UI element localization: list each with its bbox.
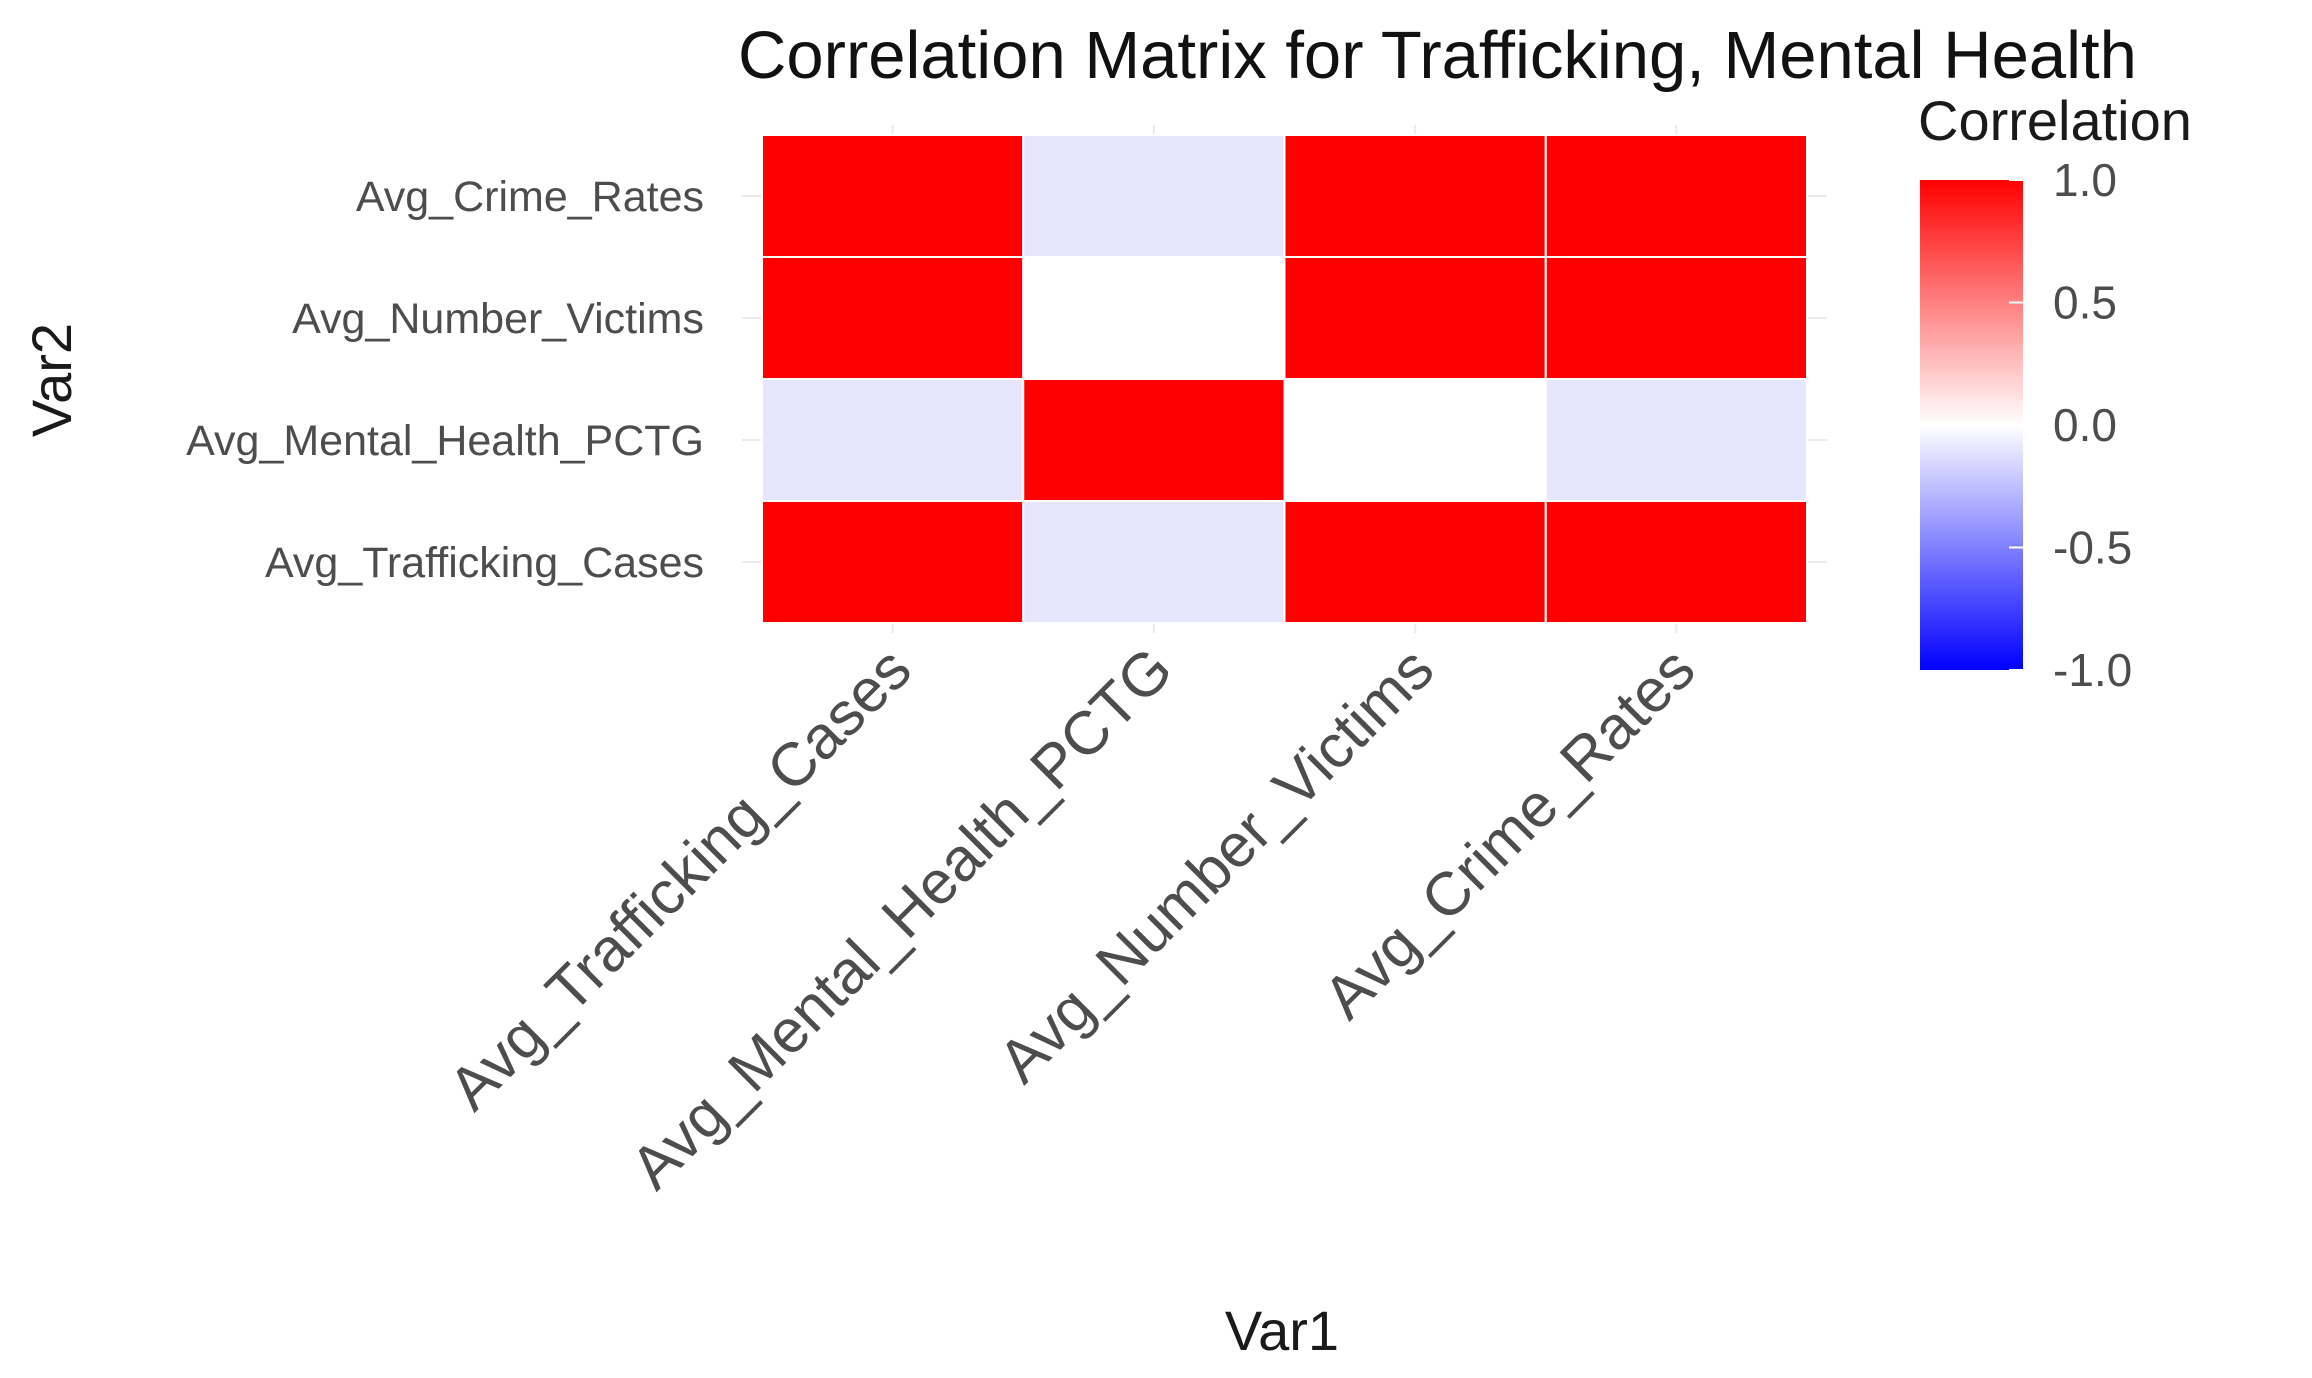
chart-title: Correlation Matrix for Trafficking, Ment… [738,18,2137,93]
heatmap-cells [761,134,1808,624]
legend-tick-label: 0.5 [2053,277,2117,329]
legend-colorbar [1920,180,2023,670]
x-axis-title: Var1 [1225,1299,1339,1362]
legend-tick-label: 1.0 [2053,154,2117,206]
heatmap-cell [1022,134,1286,258]
heatmap-cell [761,500,1025,624]
heatmap-cell [1544,378,1808,502]
y-tick-label: Avg_Mental_Health_PCTG [186,417,704,465]
heatmap-cell [1544,134,1808,258]
x-tick-labels: Avg_Trafficking_CasesAvg_Mental_Health_P… [435,634,1707,1202]
heatmap-cell [761,378,1025,502]
legend-ticks: 1.0 0.5 0.0 -0.5 -1.0 [2009,154,2132,696]
x-tick-label: Avg_Trafficking_Cases [435,634,923,1122]
x-tick-label: Avg_Number_Victims [985,634,1446,1095]
y-tick-label: Avg_Trafficking_Cases [265,539,704,587]
y-axis-title: Var2 [20,323,83,437]
legend: Correlation 1.0 0.5 0.0 -0.5 -1.0 [1918,89,2192,696]
legend-title: Correlation [1918,89,2192,152]
heatmap-cell [761,134,1025,258]
legend-tick-label: 0.0 [2053,399,2117,451]
heatmap-cell [1283,378,1547,502]
x-tick-label: Avg_Mental_Health_PCTG [618,634,1186,1202]
heatmap-cell [1544,500,1808,624]
heatmap-cell [1283,134,1547,258]
heatmap-cell [1022,500,1286,624]
y-tick-label: Avg_Number_Victims [292,295,704,343]
legend-tick-label: -1.0 [2053,644,2132,696]
heatmap-cell [1283,500,1547,624]
y-tick-labels: Avg_Trafficking_Cases Avg_Mental_Health_P… [186,173,704,587]
heatmap-cell [1283,256,1547,380]
heatmap-cell [1022,378,1286,502]
heatmap-cell [761,256,1025,380]
y-tick-label: Avg_Crime_Rates [356,173,704,221]
legend-tick-label: -0.5 [2053,522,2132,574]
heatmap-cell [1022,256,1286,380]
heatmap-cell [1544,256,1808,380]
